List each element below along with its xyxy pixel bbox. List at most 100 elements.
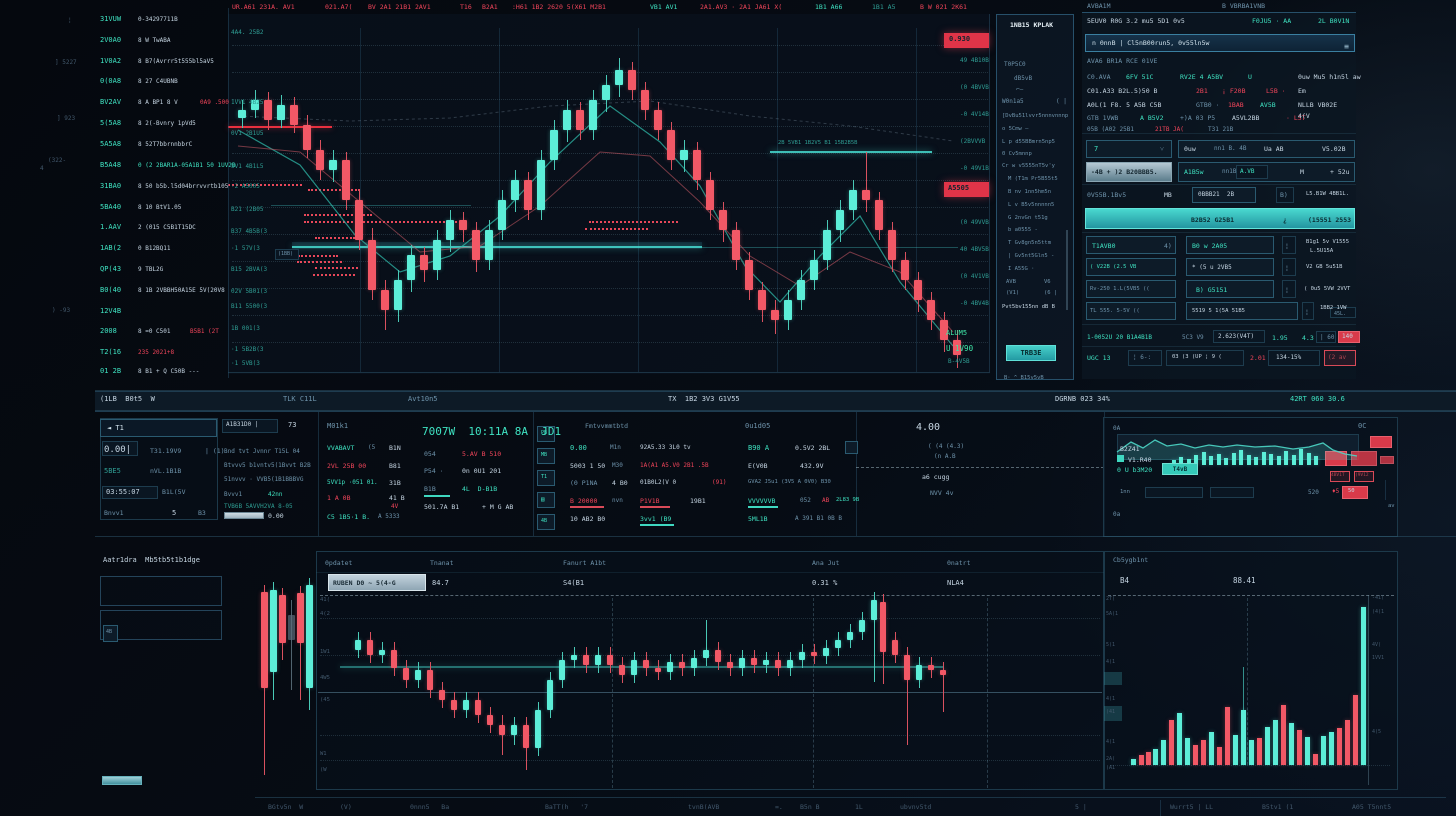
order-amount-input[interactable] [1086,162,1172,182]
order-field[interactable] [1186,302,1298,320]
ticker-desc: 0-34297711B [138,16,178,23]
symbol-dropdown[interactable]: n 0nnB | Cl5nB00run5, 0v55ln5w ≡ [1085,34,1355,52]
trade-button[interactable]: TRB3E [1006,345,1056,361]
candlestick [703,650,709,658]
tool-icon[interactable] [537,448,555,464]
watchlist-row[interactable]: B5A48 0 (2 2BAR1A-05A1B1 50 1UV2B [96,162,236,175]
label: 0u1d05 [745,422,771,430]
label: ALUM5 [946,329,968,337]
stepper[interactable] [1282,280,1296,298]
watchlist-row[interactable]: 31VUW 0-34297711B [96,16,226,29]
panel-decoration [292,246,702,248]
candlestick [261,592,268,688]
mini-progress[interactable] [102,776,142,785]
watchlist-row[interactable]: BV2AV 8 A BP1 8 V 0A9 .500 [96,99,229,112]
order-field[interactable] [1086,258,1176,276]
stepper[interactable] [1276,187,1294,203]
label: 1L [855,803,863,811]
watchlist-row[interactable]: 12V4B [96,308,226,321]
order-field[interactable] [1186,236,1274,254]
label: I A55G · [1008,266,1035,272]
order-field[interactable] [1186,280,1274,298]
order-chip[interactable] [1330,471,1350,482]
candlestick [439,690,445,700]
order-field[interactable] [1186,258,1274,276]
stepper[interactable] [1282,258,1296,276]
note-box[interactable] [100,610,222,640]
ticket-search-input[interactable]: ◄ T1 [100,419,217,437]
volume-bar [1313,754,1318,765]
note-box[interactable] [100,576,222,606]
label: E(V0B [748,462,768,470]
submit-order-bar[interactable]: B2B52 G25B1 ¿ (15551 2553 [1085,208,1355,229]
watchlist-row[interactable]: 01 2B 8 B1 + Q C50B --- [96,368,226,381]
label: U [1248,73,1252,81]
order-field[interactable] [1086,236,1176,254]
label: (W [320,767,327,773]
label: 4 [40,165,44,172]
label: 1B 001(3 [231,325,260,332]
watchlist-row[interactable]: 1V0A2 8 B7(Avrrr5t555bl5aV5 [96,58,226,71]
watchlist-row[interactable]: 5(5A8 8 2(-Bvnry 1pVd5 [96,120,226,133]
candlestick [715,650,721,662]
watchlist-row[interactable]: 31BA0 8 50 b5b.l5d04brrvvrtb105 [96,183,228,196]
watchlist-row[interactable]: T2(16 235 2021+8 [96,349,226,362]
order-field[interactable] [1086,280,1176,298]
candlestick [537,160,545,210]
sell-button[interactable] [1325,451,1347,466]
watchlist-row[interactable]: B0(40 8 1B 2VBBH50A15E 5V(20V8 [96,287,226,300]
watchlist-row[interactable]: 1.AAV 2 (015 C5B1T15DC [96,224,226,237]
stepper[interactable] [1302,302,1314,320]
cancel-button[interactable] [1324,350,1356,366]
order-field[interactable] [1086,302,1176,320]
label: 41 B [389,494,405,502]
label: 42RT 060 30.6 [1290,395,1345,403]
candlestick [847,632,853,640]
label: 2.623(V4T) [1218,333,1255,340]
grid-icon[interactable] [103,625,118,642]
footer-field[interactable] [1268,350,1320,366]
scrollbar[interactable] [1066,230,1068,310]
ticker-desc: 0A9 .500 [200,99,229,106]
watchlist-row[interactable]: 5BA40 8 10 BtV1.05 [96,204,226,217]
label: Bvvv1 [224,491,243,498]
panel-decoration [916,28,917,372]
order-chip[interactable] [1354,471,1374,482]
order-price-field[interactable] [1178,140,1355,158]
panel-decoration [770,151,932,153]
candlestick [799,652,805,660]
watchlist-row[interactable]: 0(0A8 8 27 C4UBNB [96,78,226,91]
tool-icon[interactable] [537,514,555,530]
timeframe-dropdown[interactable]: RUBEN D0 ~ 5(4-G [328,574,426,591]
panel-decoration [1316,331,1336,343]
watchlist-row[interactable]: QP(43 9 TBL2G [96,266,226,279]
label: 4(1 [1106,659,1116,665]
expand-icon[interactable] [845,441,858,454]
footer-field[interactable] [1128,350,1162,366]
watchlist-row[interactable]: 2V0A0 8 W TwABA [96,37,226,50]
candlestick [511,180,519,200]
tool-icon[interactable] [537,492,555,508]
label: 1 A 0B [327,494,351,502]
footer-field[interactable] [1166,350,1244,366]
volume-bar [1353,695,1358,765]
watchlist-row[interactable]: 2008 8 =0 C501 B5B1 (2T [96,328,226,341]
alert-button[interactable] [1370,436,1392,448]
volume-bar [1284,451,1288,465]
label: NLA4 [947,579,964,587]
tool-icon[interactable] [537,426,555,442]
tool-icon[interactable] [537,470,555,486]
label: B2A1 [482,3,498,11]
label: M (T1m Pr5B55t5 [1008,176,1058,182]
label: L5B · [1266,87,1286,95]
order-limit-field[interactable] [1192,187,1256,203]
stepper[interactable] [1282,236,1296,254]
watchlist-row[interactable]: 5A5A8 8 52T7bbrnnbbrC [96,141,226,154]
buy-badge-button[interactable]: T4vB [1162,463,1198,475]
panel-decoration [228,8,229,378]
order-type-select[interactable] [1086,140,1172,158]
label: (n A.B [934,453,956,460]
label: C5 1B5·1 B. [327,513,371,521]
watchlist-row[interactable]: 1AB(2 0 B12BQ11 [96,245,226,258]
sell-button[interactable] [1351,451,1377,466]
